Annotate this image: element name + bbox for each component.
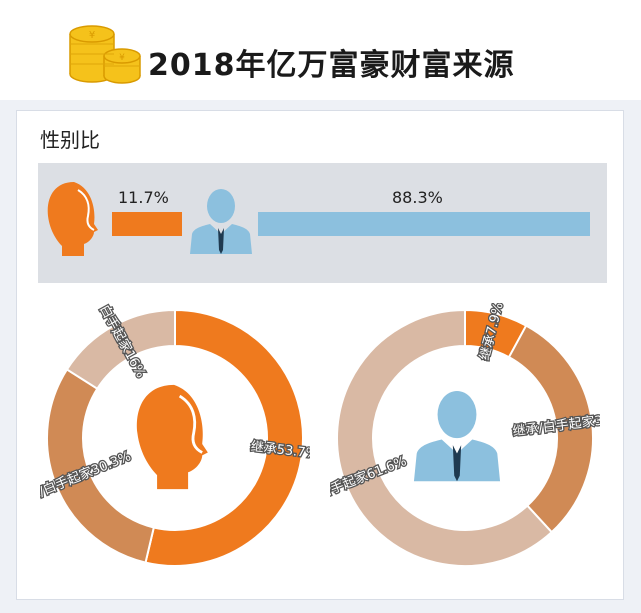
svg-text:¥: ¥ bbox=[119, 53, 125, 63]
female-ratio-bar bbox=[112, 212, 182, 236]
female-icon bbox=[47, 182, 98, 256]
header-banner: ¥ ¥ 2018年亿万富豪财富来源 bbox=[0, 0, 641, 100]
male-ratio-bar bbox=[258, 212, 590, 236]
section-label: 性别比 bbox=[40, 128, 100, 152]
male-donut-chart: 继承7.9%继承/白手起家30.1%白手起家61.6% bbox=[330, 303, 600, 567]
male-slice-2 bbox=[336, 308, 554, 567]
female-donut-chart: 继承53.7%继承/白手起家30.3%白手起家16% bbox=[40, 303, 310, 567]
female-slice-0 bbox=[144, 308, 304, 567]
male-icon bbox=[190, 189, 252, 254]
female-icon-large bbox=[136, 384, 208, 490]
male-ratio-label: 88.3% bbox=[392, 188, 443, 207]
female-ratio-label: 11.7% bbox=[118, 188, 169, 207]
page-title: 2018年亿万富豪财富来源 bbox=[148, 48, 515, 83]
svg-text:¥: ¥ bbox=[89, 30, 95, 41]
male-icon-large bbox=[413, 390, 501, 482]
coins-icon: ¥ ¥ bbox=[69, 25, 141, 84]
female-slice-2 bbox=[65, 308, 176, 391]
